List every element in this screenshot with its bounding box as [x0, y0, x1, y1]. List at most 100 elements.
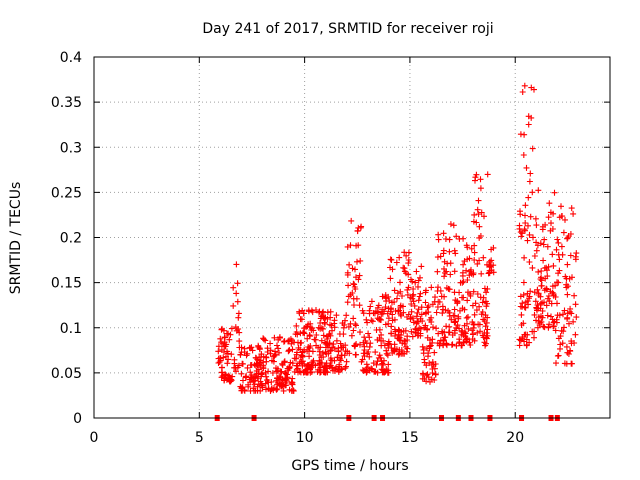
data-point: [525, 301, 532, 308]
data-point: [227, 376, 234, 383]
data-point: [408, 328, 415, 335]
data-point: [400, 309, 407, 316]
data-point: [252, 362, 259, 369]
data-point: [337, 340, 344, 347]
x-tick-label: 15: [401, 430, 419, 446]
data-point: [548, 313, 554, 320]
data-point: [571, 340, 578, 346]
data-point: [546, 321, 553, 328]
data-point: [466, 339, 473, 346]
data-point: [308, 307, 315, 314]
data-point: [388, 257, 395, 263]
data-point: [544, 295, 551, 302]
data-point: [547, 288, 554, 295]
data-point: [439, 310, 446, 317]
data-point: [520, 152, 527, 158]
data-point: [533, 239, 540, 246]
data-point: [423, 345, 430, 352]
data-point: [290, 387, 296, 394]
data-point: [549, 251, 556, 258]
data-point: [519, 300, 526, 307]
data-point: [356, 272, 363, 279]
data-point: [564, 261, 571, 268]
data-point: [446, 248, 453, 255]
data-point: [561, 324, 567, 331]
data-point: [553, 360, 559, 367]
data-point: [387, 305, 394, 312]
data-point: [451, 330, 458, 337]
data-point: [464, 244, 471, 251]
data-point: [366, 334, 373, 341]
data-point: [528, 84, 535, 91]
data-point: [329, 357, 335, 364]
data-point: [527, 213, 534, 220]
data-point: [327, 321, 333, 328]
data-point: [374, 336, 381, 343]
data-point: [524, 237, 531, 244]
data-point: [557, 345, 563, 352]
data-point: [268, 386, 275, 393]
data-point: [310, 357, 317, 364]
y-tick-label: 0.1: [60, 321, 82, 337]
data-point: [439, 303, 446, 310]
data-point: [526, 231, 533, 238]
data-point: [218, 346, 225, 353]
data-point: [283, 375, 290, 382]
data-point: [265, 368, 272, 375]
data-point: [446, 236, 453, 243]
data-point: [544, 267, 550, 274]
data-point: [540, 257, 547, 264]
data-point: [483, 335, 490, 342]
data-point: [365, 330, 372, 337]
data-point: [563, 343, 570, 350]
data-point: [336, 361, 343, 368]
data-point: [344, 243, 351, 250]
data-point: [486, 263, 493, 270]
data-point: [380, 362, 387, 368]
data-point: [236, 329, 243, 336]
data-point: [226, 336, 233, 343]
data-point: [570, 210, 577, 217]
data-point: [482, 323, 489, 330]
data-point: [230, 284, 237, 291]
data-point: [319, 350, 326, 357]
data-point: [443, 342, 450, 349]
data-point: [437, 253, 444, 260]
data-point: [215, 343, 222, 350]
data-point: [353, 322, 359, 329]
data-point: [313, 332, 320, 338]
data-point: [531, 334, 537, 341]
data-point: [245, 383, 252, 390]
data-point: [389, 266, 396, 273]
y-axis-label: SRMTID / TECUs: [8, 182, 24, 295]
data-point: [326, 331, 333, 338]
data-point: [418, 311, 425, 318]
data-point: [416, 293, 423, 300]
data-point: [336, 331, 343, 337]
data-point: [340, 324, 347, 331]
data-point: [394, 295, 400, 302]
data-point: [559, 340, 566, 347]
data-point: [440, 247, 447, 254]
data-point: [436, 340, 443, 347]
data-point: [568, 360, 575, 367]
data-point: [445, 285, 452, 292]
data-point: [397, 279, 403, 286]
data-points: [215, 82, 580, 394]
data-point: [215, 355, 222, 362]
data-point: [347, 320, 354, 327]
data-point: [247, 362, 254, 369]
data-point: [219, 340, 226, 347]
data-point: [476, 321, 483, 328]
data-point: [560, 328, 567, 335]
data-point: [343, 358, 350, 365]
data-point: [399, 340, 406, 347]
y-tick-label: 0.25: [51, 185, 82, 201]
data-point: [543, 286, 550, 293]
data-point: [413, 268, 420, 275]
data-point: [271, 352, 278, 359]
data-point: [483, 303, 490, 310]
data-point: [561, 307, 568, 314]
data-point: [295, 369, 301, 376]
data-point: [401, 268, 408, 275]
